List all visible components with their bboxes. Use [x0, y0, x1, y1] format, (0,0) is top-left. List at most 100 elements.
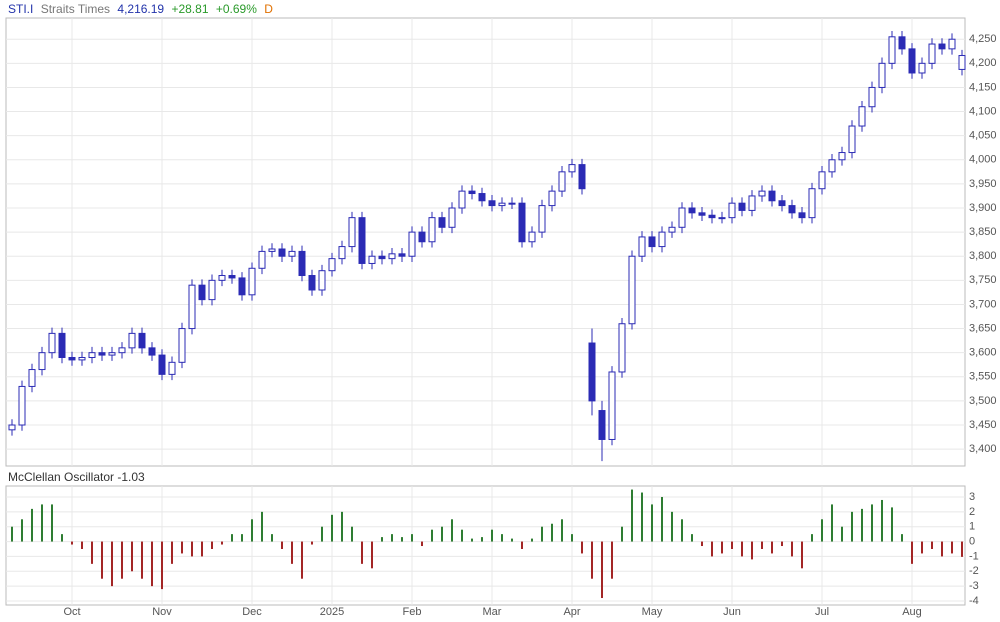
bar [31, 508, 33, 542]
x-tick-label: Feb [403, 606, 422, 618]
candle-body [528, 231, 536, 243]
candle-body [598, 410, 606, 440]
bar [351, 526, 353, 542]
bar [261, 511, 263, 542]
candle-body [458, 190, 466, 209]
candle-body [908, 48, 916, 74]
change: +28.81 [171, 2, 208, 16]
candle-body [888, 36, 896, 64]
change-pct: +0.69% [216, 2, 257, 16]
bar [421, 541, 423, 547]
candle-body [558, 171, 566, 192]
bar [231, 534, 233, 542]
y-tick-label: 1 [969, 521, 975, 533]
candle-body [208, 279, 216, 301]
bar [711, 541, 713, 557]
candle-body [828, 159, 836, 173]
candle-body [548, 190, 556, 207]
y-tick-label: -1 [969, 550, 979, 562]
candle-body [128, 332, 136, 349]
candle-body [858, 106, 866, 127]
y-tick-label: 3,450 [969, 419, 997, 431]
candle-body [678, 207, 686, 228]
y-tick-label: 4,200 [969, 57, 997, 69]
bar [751, 541, 753, 560]
candle-body [708, 214, 716, 219]
oscillator-title: McClellan Oscillator -1.03 [8, 470, 145, 484]
candle-body [668, 226, 676, 233]
bar [51, 504, 53, 542]
bar [481, 537, 483, 542]
bar [691, 534, 693, 542]
candle-body [238, 277, 246, 296]
candle-body [768, 190, 776, 202]
y-tick-label: 2 [969, 506, 975, 518]
candle-body [618, 323, 626, 373]
bar [181, 541, 183, 554]
bar [131, 541, 133, 572]
candle-body [448, 207, 456, 228]
y-tick-label: 3,700 [969, 298, 997, 310]
last: 4,216.19 [117, 2, 164, 16]
bar [821, 519, 823, 542]
bar [431, 529, 433, 542]
price-panel [5, 17, 966, 467]
candle-body [638, 236, 646, 257]
candle-body [348, 217, 356, 248]
bar [811, 534, 813, 542]
bar [631, 489, 633, 542]
bar [331, 514, 333, 542]
bar [741, 541, 743, 557]
bar [161, 541, 163, 590]
candle-body [398, 253, 406, 257]
y-tick-label: -4 [969, 595, 979, 607]
bar [701, 541, 703, 547]
candle-body [148, 347, 156, 356]
bar [911, 541, 913, 564]
x-tick-label: May [642, 606, 663, 618]
bar [91, 541, 93, 564]
bar [71, 541, 73, 545]
candle-body [808, 188, 816, 219]
candle-body [498, 202, 506, 207]
bar [271, 534, 273, 542]
header: STI.I Straits Times 4,216.19 +28.81 +0.6… [8, 2, 273, 16]
candle-body [308, 275, 316, 291]
bar [471, 538, 473, 542]
candle-body [428, 217, 436, 243]
candle-body [298, 250, 306, 277]
x-tick-label: Apr [563, 606, 580, 618]
candle-body [788, 205, 796, 214]
bar [861, 508, 863, 542]
candle-body [478, 193, 486, 202]
candle-body [688, 207, 696, 214]
bar [61, 534, 63, 542]
bar [761, 541, 763, 549]
bar [501, 534, 503, 542]
x-tick-label: Aug [902, 606, 922, 618]
bar [311, 541, 313, 545]
bar [731, 541, 733, 549]
bar [191, 541, 193, 557]
candle-body [388, 253, 396, 260]
bar [561, 519, 563, 542]
y-tick-label: 3,850 [969, 226, 997, 238]
bar [801, 541, 803, 569]
candle-body [168, 361, 176, 375]
bar [541, 526, 543, 542]
candle-body [28, 369, 36, 387]
x-tick-label: Nov [152, 606, 172, 618]
bar [891, 507, 893, 542]
bar [491, 529, 493, 542]
bar [601, 541, 603, 599]
bar [681, 519, 683, 542]
candle-body [898, 36, 906, 50]
candle-body [228, 275, 236, 279]
bar [401, 537, 403, 542]
candle-body [48, 332, 56, 354]
bar [531, 538, 533, 542]
bar [661, 496, 663, 542]
candle-body [418, 231, 426, 243]
y-tick-label: -3 [969, 580, 979, 592]
